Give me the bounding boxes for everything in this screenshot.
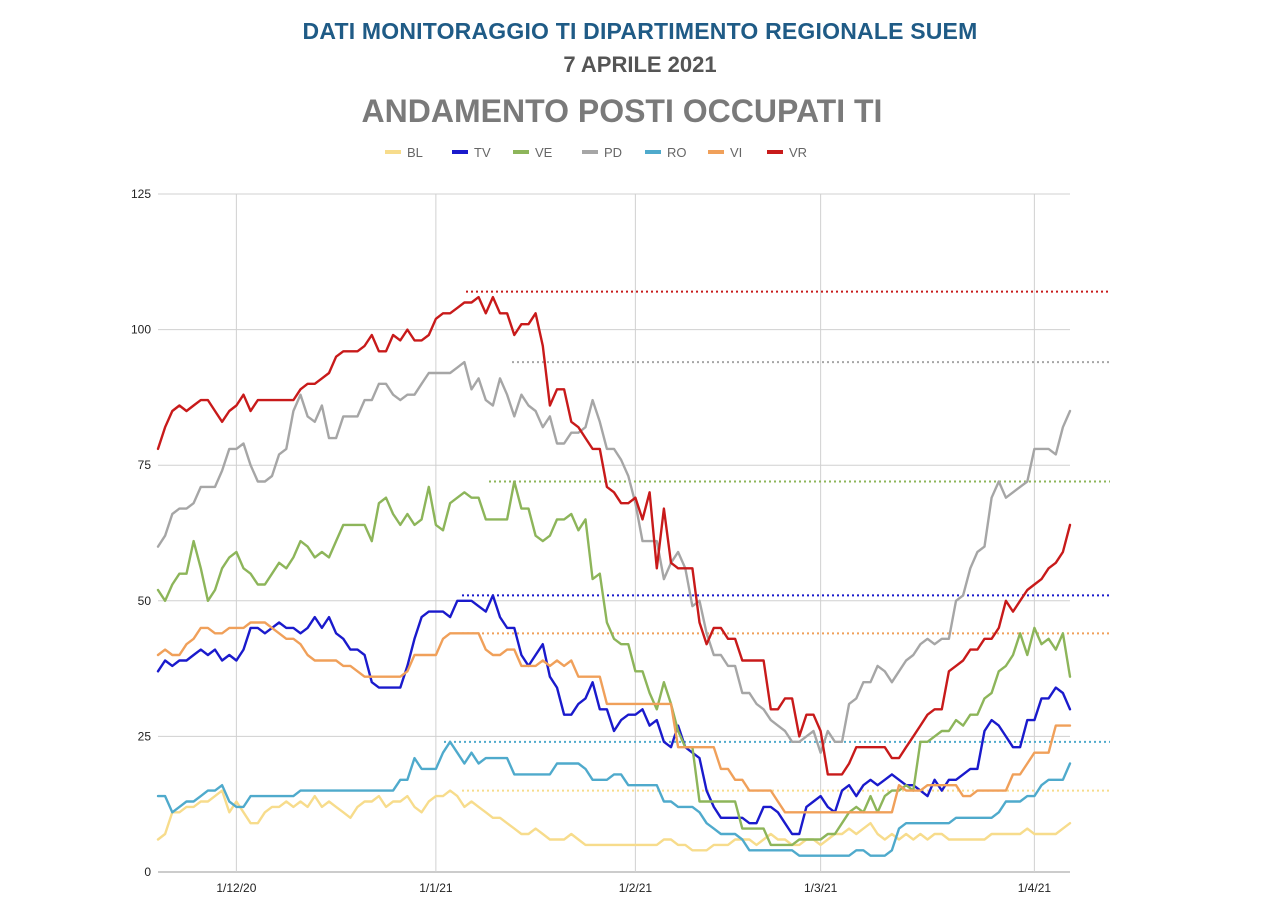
y-tick-label-0: 0 [144,865,151,879]
legend-label-tv: TV [474,145,491,160]
legend-label-ro: RO [667,145,687,160]
x-tick-label-1-3-21: 1/3/21 [804,881,838,895]
x-tick-label-1-4-21: 1/4/21 [1018,881,1052,895]
legend-label-vi: VI [730,145,742,160]
series-line-ve [156,480,1072,847]
header-date: 7 APRILE 2021 [563,52,717,77]
series-line-pd [156,360,1072,754]
series-line-ro [156,740,1072,857]
chart-title: ANDAMENTO POSTI OCCUPATI TI [361,93,883,129]
y-tick-label-25: 25 [138,729,152,743]
header-title: DATI MONITORAGGIO TI DIPARTIMENTO REGION… [302,18,978,44]
series-line-bl [156,789,1072,852]
x-tick-label-1-1-21: 1/1/21 [419,881,453,895]
legend: BL TV VE PD RO VI VR [385,145,807,160]
x-tick-label-1-2-21: 1/2/21 [619,881,653,895]
y-tick-label-50: 50 [138,594,152,608]
y-tick-label-100: 100 [131,323,151,337]
x-tick-label-1-12-20: 1/12/20 [216,881,256,895]
y-tick-label-75: 75 [138,458,152,472]
legend-label-vr: VR [789,145,807,160]
y-tick-label-125: 125 [131,187,151,201]
series-line-vi [156,621,1072,814]
legend-label-ve: VE [535,145,553,160]
series-lines [156,295,1072,857]
grid [158,193,1070,873]
series-line-vr [156,295,1072,776]
series-line-tv [156,594,1072,836]
legend-label-bl: BL [407,145,423,160]
axes: 0 25 50 75 100 125 1/12/20 1/1/21 1/2/21 1/3/21 1/… [131,187,1051,895]
legend-label-pd: PD [604,145,622,160]
